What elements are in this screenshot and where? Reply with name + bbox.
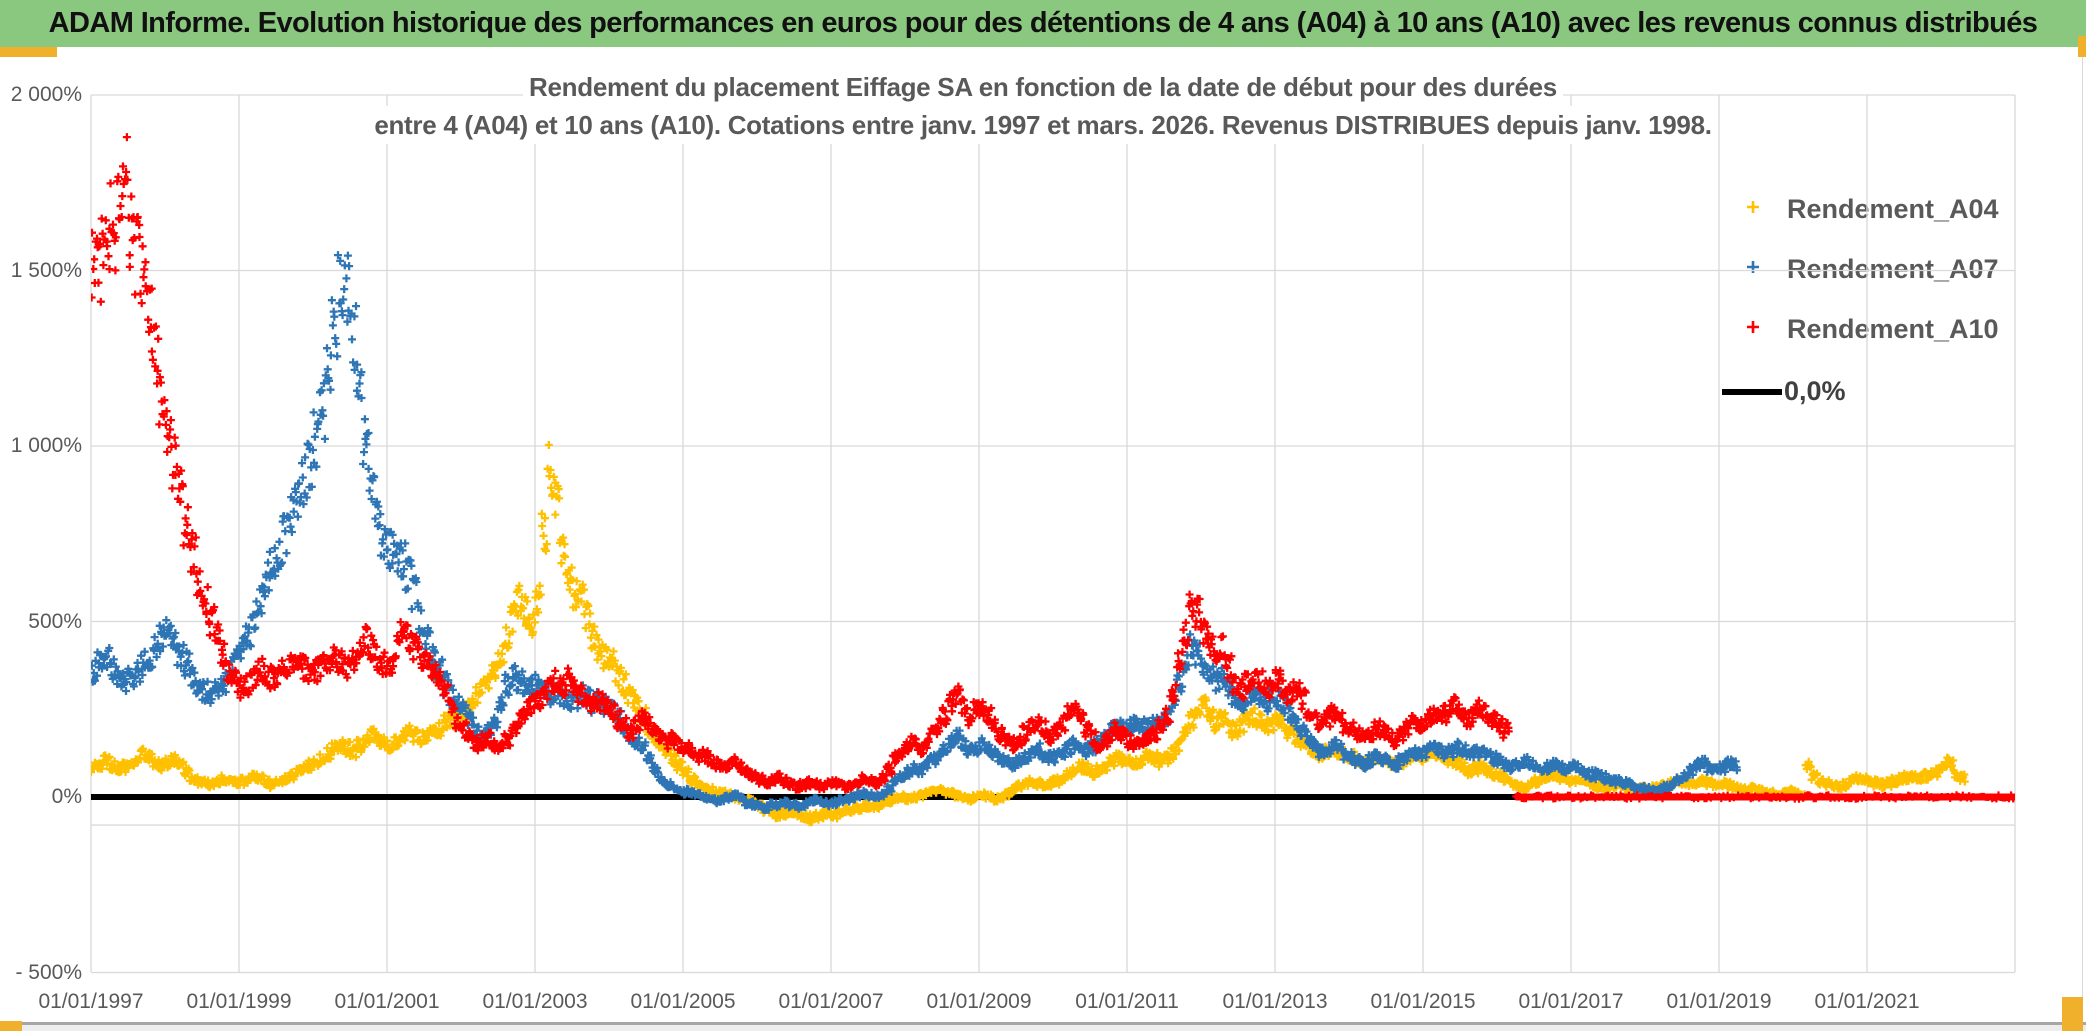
x-tick-label: 01/01/2003: [482, 990, 588, 1013]
legend-item-zero-line: 0,0%: [1722, 374, 1854, 409]
plus-marker-icon-a04: [1745, 199, 1761, 220]
chart-title-line2: entre 4 (A04) et 10 ans (A10). Cotations…: [368, 106, 1718, 144]
x-tick-label: 01/01/2007: [778, 990, 884, 1013]
header-right-accent: [2078, 36, 2086, 57]
legend-item-rendement-a04: Rendement_A04: [1745, 192, 2007, 227]
x-tick-label: 01/01/2013: [1222, 990, 1328, 1013]
x-tick-label: 01/01/2019: [1666, 990, 1772, 1013]
footer-right-accent: [2062, 997, 2083, 1031]
x-tick-label: 01/01/1999: [186, 990, 292, 1013]
y-tick-label: - 500%: [15, 960, 82, 984]
x-tick-label: 01/01/2005: [630, 990, 736, 1013]
legend-label-a07: Rendement_A07: [1787, 254, 1999, 284]
header-left-accent-tab: [0, 47, 57, 57]
x-tick-label: 01/01/2009: [926, 990, 1032, 1013]
footer-left-accent: [0, 1021, 22, 1031]
x-tick-label: 01/01/2017: [1518, 990, 1624, 1013]
chart-frame-right-border: [2082, 57, 2083, 1012]
x-tick-label: 01/01/2015: [1370, 990, 1476, 1013]
footer-divider-line: [0, 1022, 2086, 1025]
zero-line-swatch-icon: [1722, 388, 1782, 395]
app-header-title: ADAM Informe. Evolution historique des p…: [48, 7, 2038, 39]
x-tick-label: 01/01/1997: [38, 990, 144, 1013]
chart-title-line1: Rendement du placement Eiffage SA en fon…: [523, 68, 1563, 106]
legend-label-zero: 0,0%: [1784, 376, 1846, 406]
legend-item-rendement-a07: Rendement_A07: [1745, 252, 2007, 287]
chart-title: Rendement du placement Eiffage SA en fon…: [0, 68, 2086, 144]
legend-label-a04: Rendement_A04: [1787, 194, 1999, 224]
y-tick-label: 500%: [28, 609, 82, 633]
legend-label-a10: Rendement_A10: [1787, 314, 1999, 344]
y-tick-label: 1 500%: [10, 258, 82, 282]
legend-item-rendement-a10: Rendement_A10: [1745, 312, 2007, 347]
app-header: ADAM Informe. Evolution historique des p…: [0, 0, 2086, 47]
plus-marker-icon-a10: [1745, 319, 1761, 340]
x-tick-label: 01/01/2011: [1075, 990, 1179, 1013]
y-tick-label: 0%: [51, 785, 82, 808]
x-tick-label: 01/01/2021: [1814, 990, 1920, 1013]
x-tick-label: 01/01/2001: [334, 990, 440, 1013]
footer-band: [0, 1025, 2086, 1031]
y-tick-label: 1 000%: [10, 434, 82, 457]
y-tick-label: 2 000%: [10, 83, 82, 106]
